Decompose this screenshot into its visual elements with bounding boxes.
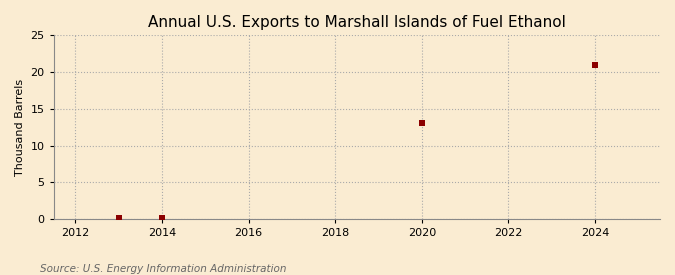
Point [416,121,427,126]
Title: Annual U.S. Exports to Marshall Islands of Fuel Ethanol: Annual U.S. Exports to Marshall Islands … [148,15,566,30]
Y-axis label: Thousand Barrels: Thousand Barrels [15,79,25,176]
Point [590,62,601,67]
Text: Source: U.S. Energy Information Administration: Source: U.S. Energy Information Administ… [40,264,287,274]
Point [113,216,124,220]
Point [157,216,167,220]
